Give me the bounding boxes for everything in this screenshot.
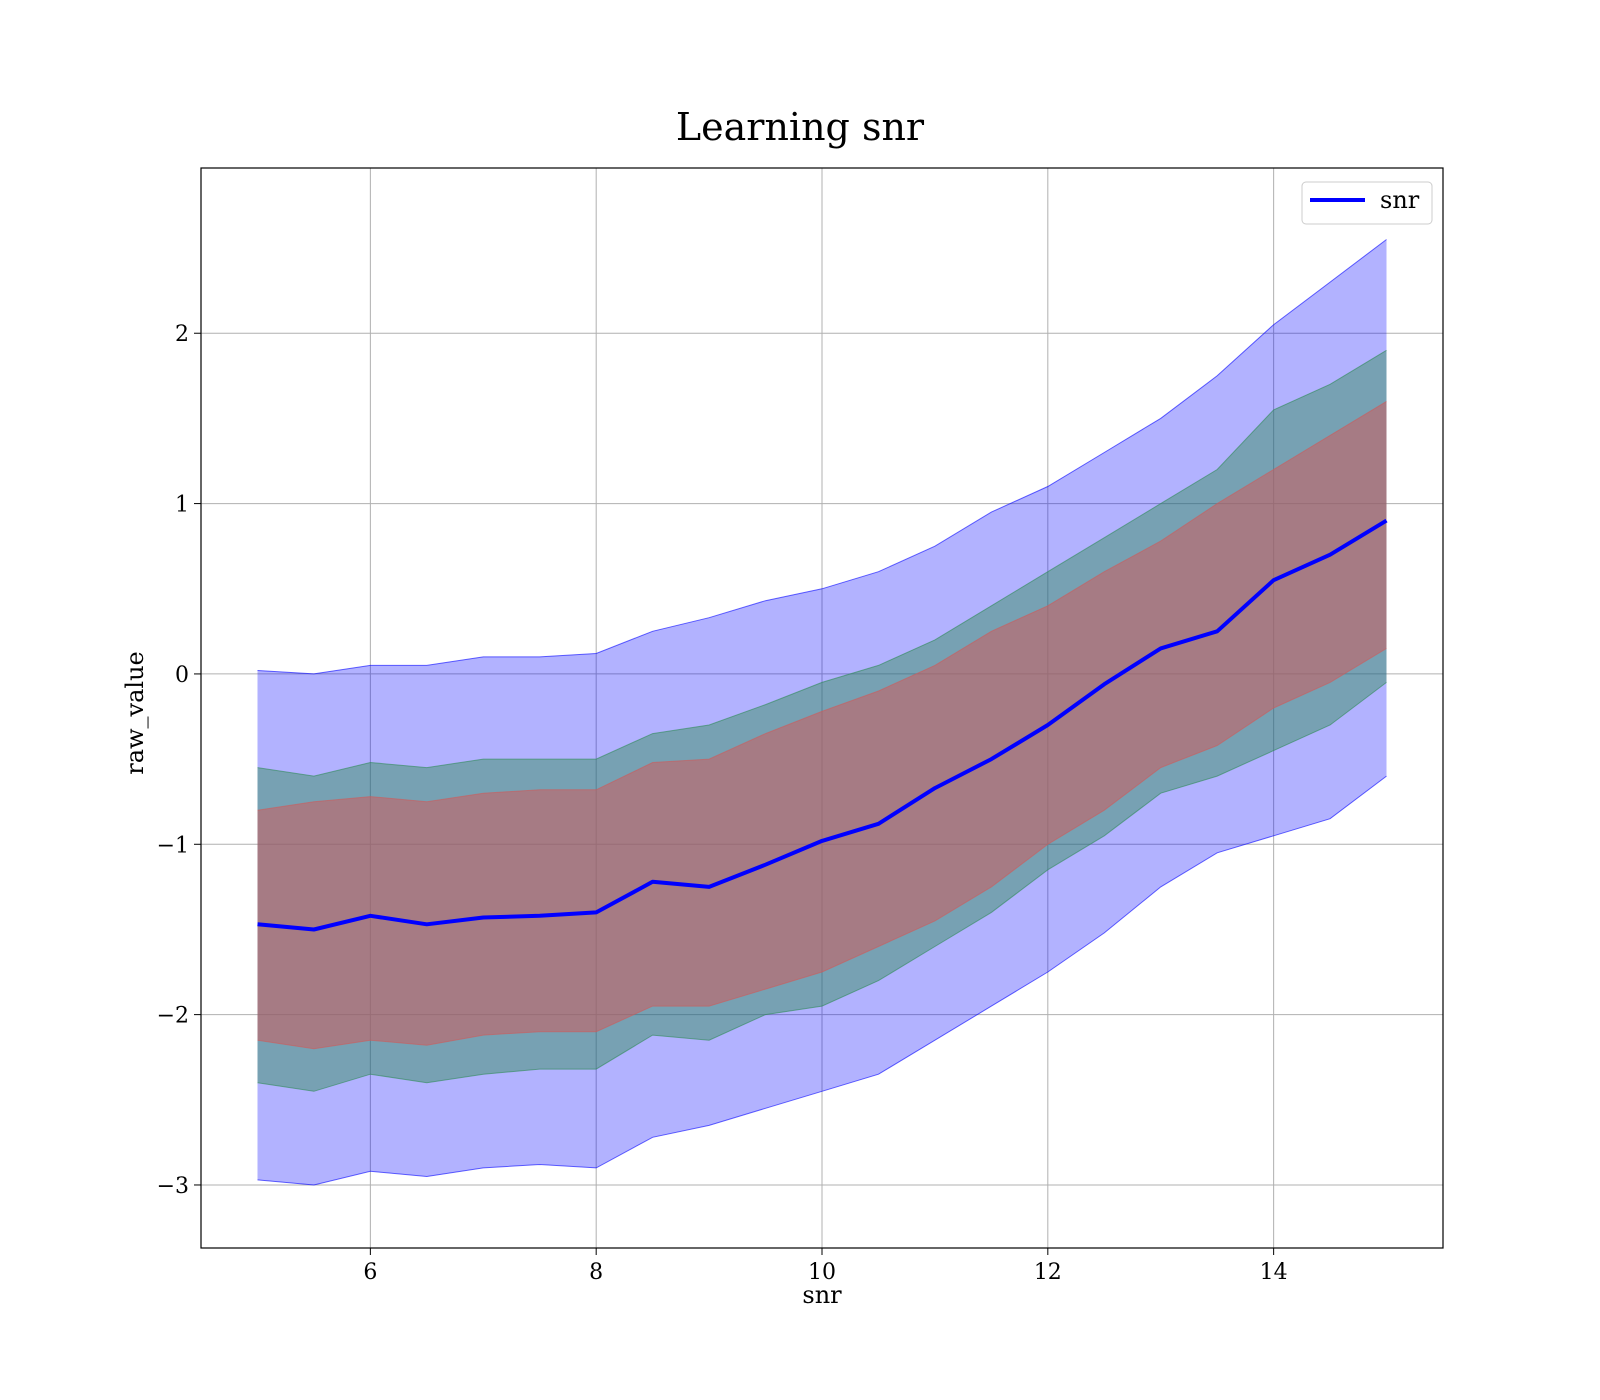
- line-layer: [257, 518, 1388, 932]
- series-line-snr: [257, 518, 1388, 932]
- y-tick-label: 1: [175, 493, 189, 518]
- band-lower-edge-0: [257, 775, 1387, 1186]
- y-tick-label: 0: [175, 663, 189, 688]
- legend-box: [1301, 181, 1433, 225]
- chart-title: Learning snr: [676, 105, 925, 149]
- y-tick-label: −2: [157, 1004, 189, 1029]
- legend: snr: [1301, 181, 1433, 225]
- y-tick-label: −3: [157, 1174, 189, 1199]
- band-upper-edge-0: [257, 239, 1387, 675]
- y-axis-label: raw_value: [121, 651, 149, 775]
- x-tick-label: 10: [808, 1260, 836, 1285]
- y-tick-label: −1: [157, 833, 189, 858]
- band-area-2: [257, 401, 1387, 1049]
- legend-label: snr: [1380, 186, 1420, 214]
- y-tick-label: 2: [175, 322, 189, 347]
- band-layer: [257, 239, 1387, 1186]
- x-tick-label: 8: [589, 1260, 603, 1285]
- x-tick-label: 14: [1260, 1260, 1288, 1285]
- band-lower-edge-1: [257, 682, 1387, 1092]
- x-axis: 6 8 10 12 14: [363, 1248, 1288, 1285]
- x-axis-label: snr: [802, 1281, 842, 1309]
- band-upper-edge-2: [257, 400, 1387, 811]
- x-tick-label: 12: [1034, 1260, 1062, 1285]
- band-upper-edge-1: [257, 349, 1387, 777]
- x-tick-label: 6: [363, 1260, 377, 1285]
- y-axis: 2 1 0 −1 −2 −3: [157, 322, 201, 1199]
- band-lower-edge-2: [257, 647, 1387, 1050]
